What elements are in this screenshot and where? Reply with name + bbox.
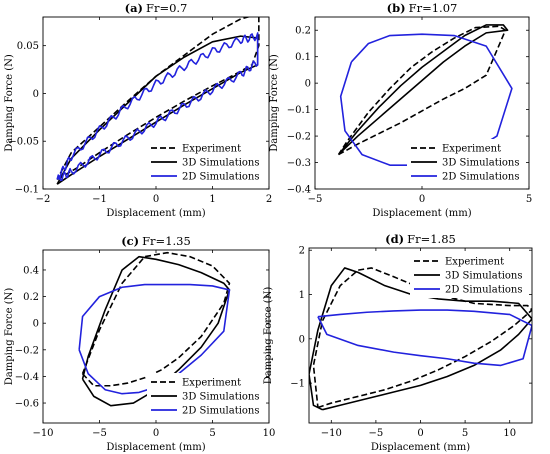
- panel-tag: (a): [125, 1, 143, 15]
- legend-label: 3D Simulations: [442, 158, 520, 169]
- y-tick-label: −0.6: [15, 399, 39, 410]
- y-tick-label: −0.1: [287, 105, 311, 116]
- axes-frame: [314, 16, 530, 190]
- y-tick-label: 1: [299, 290, 305, 301]
- x-tick-label: 5: [209, 428, 215, 439]
- series-line-3d-simulations: [309, 267, 532, 411]
- x-tick-label: −2: [36, 194, 51, 205]
- x-axis-label: Displacement (mm): [372, 208, 471, 219]
- panel-title: (a) Fr=0.7: [125, 1, 188, 15]
- panel-title-text: Fr=1.85: [407, 232, 456, 246]
- x-tick-label: −10: [32, 428, 53, 439]
- x-tick-label: −5: [308, 194, 323, 205]
- legend-label: 2D Simulations: [182, 172, 260, 183]
- legend-label: 2D Simulations: [442, 172, 520, 183]
- x-tick-label: −5: [92, 428, 107, 439]
- legend-label: 2D Simulations: [445, 285, 523, 296]
- panel-title-text: Fr=1.35: [142, 234, 191, 248]
- y-tick-label: 0.1: [295, 52, 311, 63]
- series-line-experiment: [81, 251, 231, 387]
- legend-label: Experiment: [445, 257, 504, 268]
- y-tick-label: 0: [33, 319, 39, 330]
- y-tick-label: −0.4: [287, 185, 311, 196]
- legend: Experiment 3D Simulations 2D Simulations: [410, 252, 528, 298]
- y-axis-label: Damping Force (N): [4, 54, 15, 152]
- axes-frame: [42, 249, 270, 424]
- y-tick-label: −1: [290, 379, 305, 390]
- series-line-2d-simulations: [56, 32, 259, 182]
- panel-tag: (b): [387, 1, 406, 15]
- y-tick-label: 0.05: [17, 41, 39, 52]
- legend: Experiment 3D Simulations 2D Simulations: [407, 139, 525, 185]
- panel-1: (b) Fr=1.07 −5 0 5 −0.4 −0.3 −0.2 −0.1 0 0.1 0.2 Dis…: [269, 1, 532, 219]
- y-tick-label: 0.2: [295, 26, 311, 37]
- y-tick-label: 0: [305, 79, 311, 90]
- x-tick-label: 10: [503, 428, 516, 439]
- x-tick-label: −5: [369, 428, 384, 439]
- panel-title: (d) Fr=1.85: [385, 232, 456, 246]
- panel-tag: (d): [385, 232, 404, 246]
- y-tick-label: −0.1: [15, 185, 39, 196]
- x-tick-label: 5: [462, 428, 468, 439]
- panel-2: (c) Fr=1.35 −10 −5 0 5 10 −0.6 −0.4 −0.2 0 0.2 0.4 Di…: [4, 234, 275, 453]
- plot-area: [78, 251, 231, 407]
- panel-title: (b) Fr=1.07: [387, 1, 458, 15]
- x-tick-label: 0: [419, 194, 425, 205]
- axes-frame: [42, 16, 270, 190]
- y-tick-label: −0.3: [287, 158, 311, 169]
- series-line-3d-simulations: [81, 255, 231, 407]
- x-axis-label: Displacement (mm): [106, 442, 205, 453]
- x-tick-label: −1: [92, 194, 107, 205]
- series-line-3d-simulations: [337, 24, 509, 156]
- legend-label: 3D Simulations: [182, 158, 260, 169]
- x-tick-label: 0: [153, 194, 159, 205]
- y-tick-label: −0.4: [15, 372, 39, 383]
- y-tick-label: 0.2: [23, 292, 39, 303]
- legend-label: Experiment: [182, 144, 241, 155]
- y-tick-label: 0: [299, 334, 305, 345]
- x-tick-label: 0: [417, 428, 423, 439]
- x-axis-label: Displacement (mm): [371, 442, 470, 453]
- legend-label: 2D Simulations: [182, 406, 260, 417]
- panel-tag: (c): [121, 234, 139, 248]
- series-line-experiment: [56, 17, 260, 181]
- axes-frame: [308, 247, 533, 424]
- legend: Experiment 3D Simulations 2D Simulations: [147, 139, 265, 185]
- legend-label: 3D Simulations: [182, 392, 260, 403]
- x-tick-label: 0: [153, 428, 159, 439]
- y-tick-label: 0: [33, 89, 39, 100]
- y-tick-label: −0.2: [287, 132, 311, 143]
- legend: Experiment 3D Simulations 2D Simulations: [147, 373, 265, 419]
- y-tick-label: −0.05: [8, 137, 39, 148]
- y-axis-label: Damping Force (N): [263, 287, 274, 385]
- panel-title-text: Fr=1.07: [409, 1, 458, 15]
- x-axis-label: Displacement (mm): [106, 208, 205, 219]
- plot-area: [56, 17, 260, 185]
- y-tick-label: −0.2: [15, 345, 39, 356]
- x-tick-label: −10: [321, 428, 342, 439]
- series-line-experiment: [337, 25, 507, 156]
- series-line-2d-simulations: [78, 283, 231, 395]
- y-tick-label: 0.4: [23, 265, 39, 276]
- series-line-experiment: [312, 267, 532, 409]
- panel-title-text: Fr=0.7: [146, 1, 187, 15]
- y-axis-label: Damping Force (N): [269, 54, 280, 152]
- x-tick-label: 5: [526, 194, 532, 205]
- series-line-2d-simulations: [317, 309, 532, 367]
- legend-label: 3D Simulations: [445, 271, 523, 282]
- y-tick-label: 2: [299, 246, 305, 257]
- x-tick-label: 10: [263, 428, 276, 439]
- x-tick-label: 1: [209, 194, 215, 205]
- panel-title: (c) Fr=1.35: [121, 234, 191, 248]
- panel-0: (a) Fr=0.7 −2 −1 0 1 2 −0.1 −0.05 0 0.05 Displaceme…: [4, 1, 272, 219]
- legend-label: Experiment: [182, 378, 241, 389]
- legend-label: Experiment: [442, 144, 501, 155]
- plot-area: [309, 267, 532, 411]
- x-tick-label: 2: [266, 194, 272, 205]
- y-axis-label: Damping Force (N): [4, 288, 15, 386]
